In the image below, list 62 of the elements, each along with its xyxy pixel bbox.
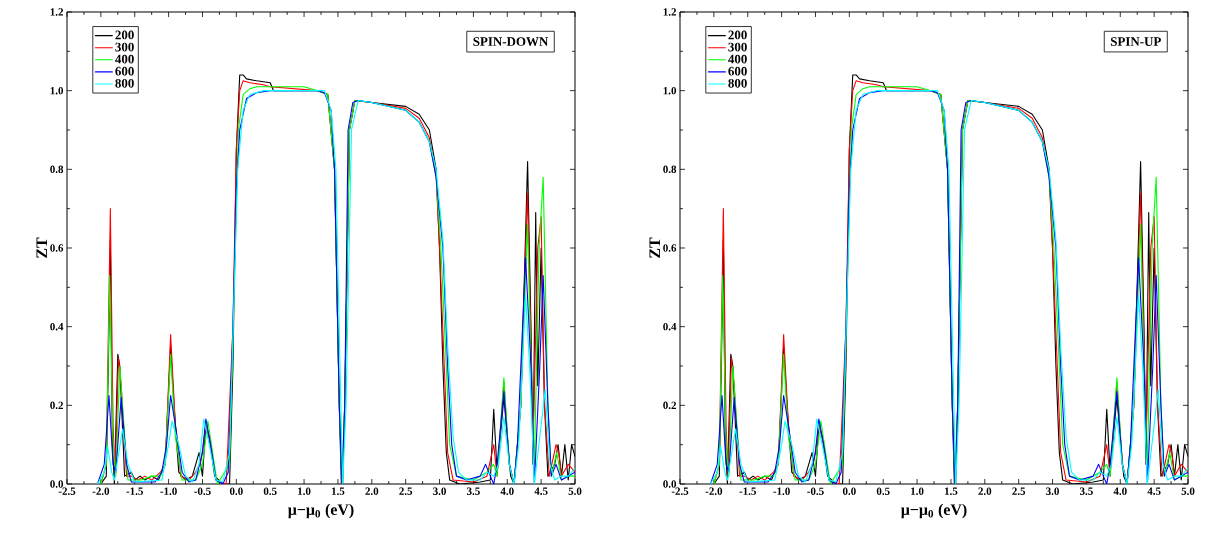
x-tick-label: -1.0 (160, 487, 177, 495)
y-tick-label: 0.4 (50, 322, 64, 331)
legend-label: 600 (115, 66, 134, 76)
annotation: SPIN-DOWN (473, 37, 549, 47)
legend-label: 300 (115, 42, 134, 52)
y-tick-label: 1.2 (50, 8, 63, 16)
y-tick-label: 0.0 (50, 480, 64, 488)
x-tick-label: 5.0 (1181, 487, 1195, 495)
x-tick-label: 1.5 (331, 487, 345, 495)
x-tick-label: -0.5 (807, 487, 824, 495)
x-tick-label: 2.0 (978, 487, 992, 495)
legend-label: 400 (115, 54, 134, 64)
y-tick-label: 0.6 (663, 244, 677, 252)
x-tick-label: 4.5 (1147, 487, 1161, 495)
x-tick-label: -1.5 (126, 487, 144, 495)
y-tick-label: 1.0 (663, 86, 677, 95)
x-tick-label: 2.5 (1012, 487, 1026, 495)
legend-label: 400 (728, 54, 747, 64)
y-tick-label: 0.4 (663, 322, 677, 331)
legend-label: 300 (728, 42, 747, 52)
legend-label: 800 (728, 78, 747, 88)
y-tick-label: 0.2 (50, 401, 63, 410)
x-tick-label: 1.0 (298, 487, 311, 495)
x-tick-label: -1.0 (773, 487, 790, 495)
x-tick-label: -2.5 (58, 487, 76, 495)
x-tick-label: 2.0 (365, 487, 379, 495)
x-tick-label: -2.5 (671, 487, 689, 495)
x-tick-label: -2.0 (705, 487, 723, 495)
x-tick-label: 3.0 (1046, 487, 1059, 495)
y-tick-label: 0.6 (50, 244, 64, 252)
y-tick-label: 1.2 (663, 8, 677, 16)
x-tick-label: 0.5 (263, 487, 277, 495)
x-tick-label: 4.0 (500, 487, 514, 495)
y-tick-label: 1.0 (50, 86, 64, 95)
x-tick-label: 3.5 (1079, 487, 1093, 495)
x-tick-label: -2.0 (92, 487, 110, 495)
x-tick-label: 1.5 (944, 487, 958, 495)
x-axis-title: μ−μ$_{0}$ (eV) (901, 503, 967, 519)
y-tick-label: 0.0 (663, 480, 677, 488)
x-tick-label: 4.5 (534, 487, 548, 495)
x-tick-label: 3.0 (433, 487, 446, 495)
legend-label: 800 (115, 78, 134, 88)
x-tick-label: 3.5 (466, 487, 480, 495)
x-tick-label: -1.5 (739, 487, 757, 495)
legend-label: 200 (728, 30, 747, 40)
legend-label: 200 (115, 30, 134, 40)
y-axis-title: ZT (36, 237, 47, 258)
legend-label: 600 (728, 66, 747, 76)
x-tick-label: 5.0 (568, 487, 582, 495)
annotation: SPIN-UP (1110, 37, 1161, 46)
y-axis-title: ZT (649, 237, 660, 258)
x-tick-label: -0.5 (194, 487, 211, 495)
x-tick-label: 0.5 (876, 487, 890, 495)
y-tick-label: 0.8 (50, 165, 64, 174)
y-tick-label: 0.8 (663, 165, 677, 174)
x-axis-title: μ−μ$_{0}$ (eV) (288, 503, 354, 519)
x-tick-label: 0.0 (842, 487, 856, 495)
x-tick-label: 0.0 (229, 487, 243, 495)
x-tick-label: 2.5 (399, 487, 413, 495)
x-tick-label: 4.0 (1113, 487, 1127, 495)
y-tick-label: 0.2 (663, 401, 677, 410)
x-tick-label: 1.0 (911, 487, 924, 495)
